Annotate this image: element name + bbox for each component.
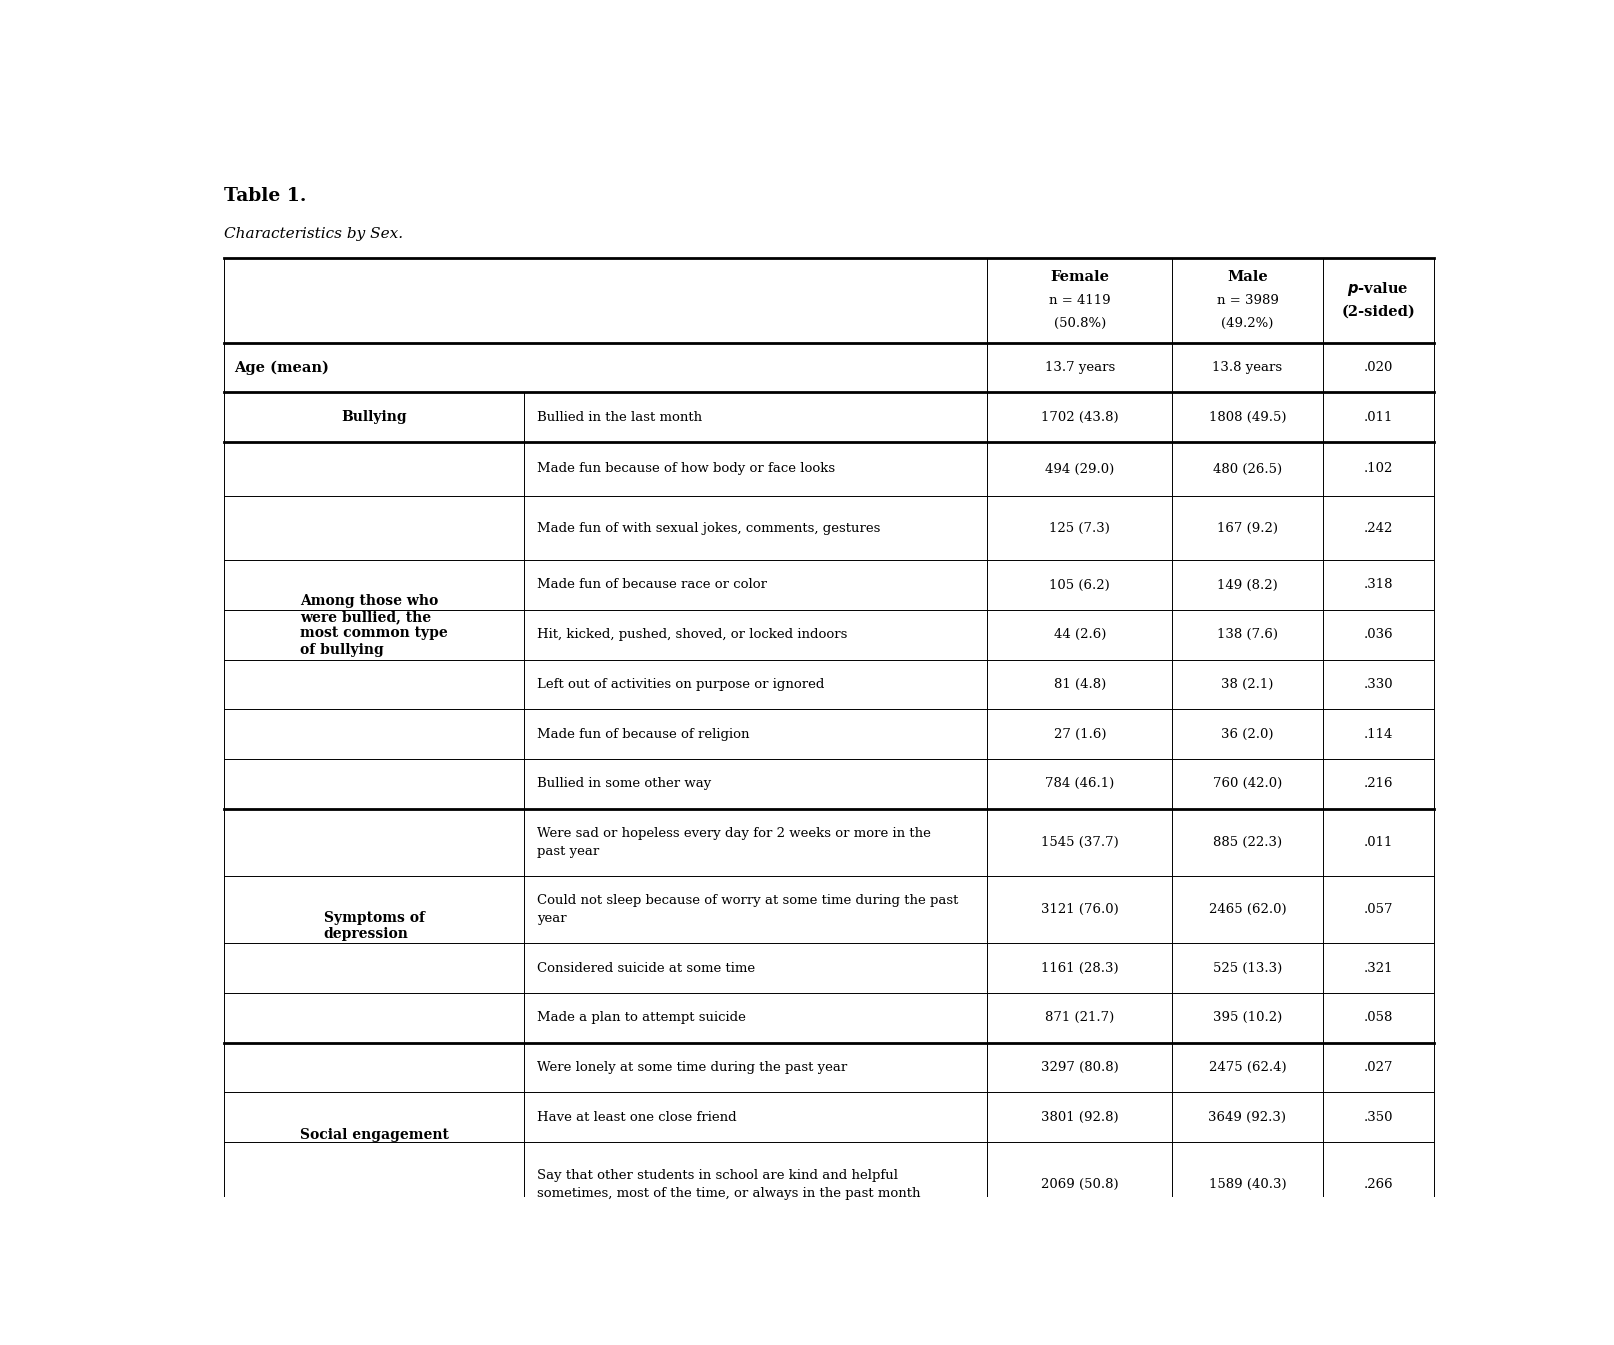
Text: Social engagement: Social engagement bbox=[300, 1128, 449, 1142]
Text: 1589 (40.3): 1589 (40.3) bbox=[1209, 1178, 1286, 1192]
Text: Hit, kicked, pushed, shoved, or locked indoors: Hit, kicked, pushed, shoved, or locked i… bbox=[537, 628, 847, 642]
Text: 885 (22.3): 885 (22.3) bbox=[1212, 835, 1282, 849]
Text: Made fun because of how body or face looks: Made fun because of how body or face loo… bbox=[537, 463, 834, 476]
Text: .020: .020 bbox=[1364, 360, 1393, 374]
Text: 125 (7.3): 125 (7.3) bbox=[1049, 522, 1110, 534]
Text: .027: .027 bbox=[1364, 1061, 1393, 1075]
Text: n = 3989: n = 3989 bbox=[1217, 293, 1278, 307]
Text: 871 (21.7): 871 (21.7) bbox=[1046, 1011, 1115, 1025]
Text: .318: .318 bbox=[1364, 578, 1393, 592]
Text: 494 (29.0): 494 (29.0) bbox=[1046, 463, 1115, 476]
Text: 44 (2.6): 44 (2.6) bbox=[1054, 628, 1106, 642]
Text: Were lonely at some time during the past year: Were lonely at some time during the past… bbox=[537, 1061, 847, 1075]
Text: 760 (42.0): 760 (42.0) bbox=[1212, 777, 1282, 791]
Text: n = 4119: n = 4119 bbox=[1049, 293, 1110, 307]
Text: Bullied in the last month: Bullied in the last month bbox=[537, 410, 702, 424]
Text: 1808 (49.5): 1808 (49.5) bbox=[1209, 410, 1286, 424]
Text: .330: .330 bbox=[1364, 678, 1393, 691]
Text: Male: Male bbox=[1227, 270, 1269, 284]
Text: Made fun of because of religion: Made fun of because of religion bbox=[537, 728, 749, 741]
Text: Have at least one close friend: Have at least one close friend bbox=[537, 1111, 736, 1124]
Text: Symptoms of
depression: Symptoms of depression bbox=[324, 911, 424, 940]
Text: 480 (26.5): 480 (26.5) bbox=[1212, 463, 1282, 476]
Text: Table 1.: Table 1. bbox=[224, 187, 307, 206]
Text: Bullied in some other way: Bullied in some other way bbox=[537, 777, 712, 791]
Text: 13.7 years: 13.7 years bbox=[1044, 360, 1115, 374]
Text: .057: .057 bbox=[1364, 902, 1393, 916]
Text: Female: Female bbox=[1051, 270, 1109, 284]
Text: sometimes, most of the time, or always in the past month: sometimes, most of the time, or always i… bbox=[537, 1188, 920, 1201]
Text: 38 (2.1): 38 (2.1) bbox=[1222, 678, 1273, 691]
Text: 2465 (62.0): 2465 (62.0) bbox=[1209, 902, 1286, 916]
Text: Say that other students in school are kind and helpful: Say that other students in school are ki… bbox=[537, 1169, 897, 1182]
Text: Considered suicide at some time: Considered suicide at some time bbox=[537, 962, 755, 975]
Text: Bullying: Bullying bbox=[342, 410, 407, 424]
Text: 167 (9.2): 167 (9.2) bbox=[1217, 522, 1278, 534]
Text: 1702 (43.8): 1702 (43.8) bbox=[1041, 410, 1119, 424]
Text: .350: .350 bbox=[1364, 1111, 1393, 1124]
Text: 3801 (92.8): 3801 (92.8) bbox=[1041, 1111, 1119, 1124]
Text: .321: .321 bbox=[1364, 962, 1393, 975]
Text: 3649 (92.3): 3649 (92.3) bbox=[1209, 1111, 1286, 1124]
Text: 36 (2.0): 36 (2.0) bbox=[1222, 728, 1273, 741]
Text: Made fun of because race or color: Made fun of because race or color bbox=[537, 578, 767, 592]
Text: 1545 (37.7): 1545 (37.7) bbox=[1041, 835, 1119, 849]
Text: 27 (1.6): 27 (1.6) bbox=[1054, 728, 1106, 741]
Text: Among those who
were bullied, the
most common type
of bullying: Among those who were bullied, the most c… bbox=[300, 594, 449, 656]
Text: Made fun of with sexual jokes, comments, gestures: Made fun of with sexual jokes, comments,… bbox=[537, 522, 880, 534]
Text: 13.8 years: 13.8 years bbox=[1212, 360, 1283, 374]
Text: 149 (8.2): 149 (8.2) bbox=[1217, 578, 1278, 592]
Text: 525 (13.3): 525 (13.3) bbox=[1212, 962, 1282, 975]
Text: 138 (7.6): 138 (7.6) bbox=[1217, 628, 1278, 642]
Text: (2-sided): (2-sided) bbox=[1341, 304, 1415, 319]
Text: (49.2%): (49.2%) bbox=[1222, 316, 1273, 330]
Text: Characteristics by Sex.: Characteristics by Sex. bbox=[224, 227, 404, 241]
Text: .011: .011 bbox=[1364, 410, 1393, 424]
Text: 395 (10.2): 395 (10.2) bbox=[1212, 1011, 1282, 1025]
Text: (50.8%): (50.8%) bbox=[1054, 316, 1106, 330]
Text: .216: .216 bbox=[1364, 777, 1393, 791]
Text: .242: .242 bbox=[1364, 522, 1393, 534]
Text: .266: .266 bbox=[1364, 1178, 1393, 1192]
Text: past year: past year bbox=[537, 845, 599, 858]
Text: 2475 (62.4): 2475 (62.4) bbox=[1209, 1061, 1286, 1075]
Text: Left out of activities on purpose or ignored: Left out of activities on purpose or ign… bbox=[537, 678, 825, 691]
Text: Age (mean): Age (mean) bbox=[234, 360, 329, 375]
Text: 81 (4.8): 81 (4.8) bbox=[1054, 678, 1106, 691]
Text: Were sad or hopeless every day for 2 weeks or more in the: Were sad or hopeless every day for 2 wee… bbox=[537, 827, 931, 839]
Text: 2069 (50.8): 2069 (50.8) bbox=[1041, 1178, 1119, 1192]
Text: Could not sleep because of worry at some time during the past: Could not sleep because of worry at some… bbox=[537, 894, 959, 907]
Text: 1161 (28.3): 1161 (28.3) bbox=[1041, 962, 1119, 975]
Text: 3297 (80.8): 3297 (80.8) bbox=[1041, 1061, 1119, 1075]
Text: 784 (46.1): 784 (46.1) bbox=[1046, 777, 1115, 791]
Text: Made a plan to attempt suicide: Made a plan to attempt suicide bbox=[537, 1011, 746, 1025]
Text: 3121 (76.0): 3121 (76.0) bbox=[1041, 902, 1119, 916]
Text: .011: .011 bbox=[1364, 835, 1393, 849]
Text: $\bfit{p}$-value: $\bfit{p}$-value bbox=[1348, 280, 1409, 297]
Text: year: year bbox=[537, 912, 567, 925]
Text: .114: .114 bbox=[1364, 728, 1393, 741]
Text: .102: .102 bbox=[1364, 463, 1393, 476]
Text: 105 (6.2): 105 (6.2) bbox=[1049, 578, 1110, 592]
Text: .058: .058 bbox=[1364, 1011, 1393, 1025]
Text: .036: .036 bbox=[1364, 628, 1393, 642]
